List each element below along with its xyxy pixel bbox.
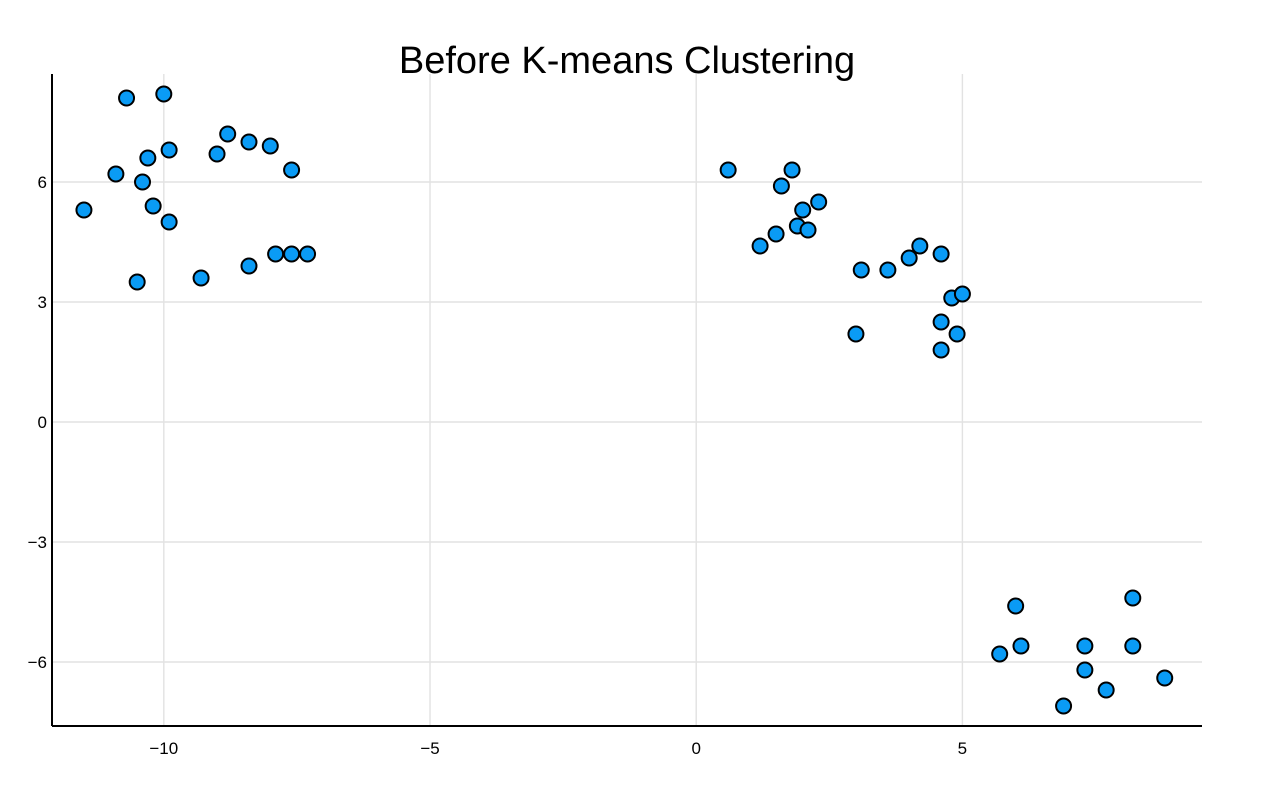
- data-point: [1076, 637, 1094, 655]
- data-point: [299, 245, 317, 263]
- y-tick-label: 3: [38, 293, 47, 312]
- y-tick-label: 6: [38, 173, 47, 192]
- data-point: [107, 165, 125, 183]
- data-point: [1124, 637, 1142, 655]
- data-point: [75, 201, 93, 219]
- data-point: [240, 133, 258, 151]
- x-tick-label: 5: [958, 739, 967, 758]
- y-tick-label: −6: [28, 653, 47, 672]
- y-tick-label: 0: [38, 413, 47, 432]
- axes: [51, 74, 1202, 727]
- data-point: [128, 273, 146, 291]
- data-point: [283, 161, 301, 179]
- data-point: [160, 213, 178, 231]
- data-point: [847, 325, 865, 343]
- data-point: [1012, 637, 1030, 655]
- data-point: [900, 249, 918, 267]
- data-point: [1055, 697, 1073, 715]
- data-point: [192, 269, 210, 287]
- data-point: [751, 237, 769, 255]
- x-tick-label: 0: [691, 739, 700, 758]
- data-point: [783, 161, 801, 179]
- data-point: [144, 197, 162, 215]
- data-point: [953, 285, 971, 303]
- data-point: [932, 341, 950, 359]
- data-point: [155, 85, 173, 103]
- data-point: [118, 89, 136, 107]
- data-point: [810, 193, 828, 211]
- data-point: [932, 313, 950, 331]
- data-point: [948, 325, 966, 343]
- data-point: [1156, 669, 1174, 687]
- data-point: [139, 149, 157, 167]
- data-point: [261, 137, 279, 155]
- grid-lines: [52, 74, 1202, 726]
- data-point: [772, 177, 790, 195]
- data-point: [208, 145, 226, 163]
- data-point: [240, 257, 258, 275]
- chart-title: Before K-means Clustering: [399, 40, 855, 82]
- y-tick-label: −3: [28, 533, 47, 552]
- data-point: [767, 225, 785, 243]
- data-point: [879, 261, 897, 279]
- data-point: [991, 645, 1009, 663]
- data-point: [283, 245, 301, 263]
- data-point: [719, 161, 737, 179]
- data-point: [1076, 661, 1094, 679]
- x-tick-label: −5: [420, 739, 439, 758]
- data-point: [160, 141, 178, 159]
- data-point: [134, 173, 152, 191]
- data-point: [1124, 589, 1142, 607]
- data-point: [932, 245, 950, 263]
- data-point: [1007, 597, 1025, 615]
- data-points: [75, 85, 1174, 715]
- data-point: [852, 261, 870, 279]
- data-point: [794, 201, 812, 219]
- data-point: [911, 237, 929, 255]
- data-point: [219, 125, 237, 143]
- data-point: [799, 221, 817, 239]
- data-point: [1097, 681, 1115, 699]
- tick-labels: −10 −5 0 5 −6 −3 0 3 6: [28, 173, 968, 758]
- x-tick-label: −10: [149, 739, 178, 758]
- data-point: [267, 245, 285, 263]
